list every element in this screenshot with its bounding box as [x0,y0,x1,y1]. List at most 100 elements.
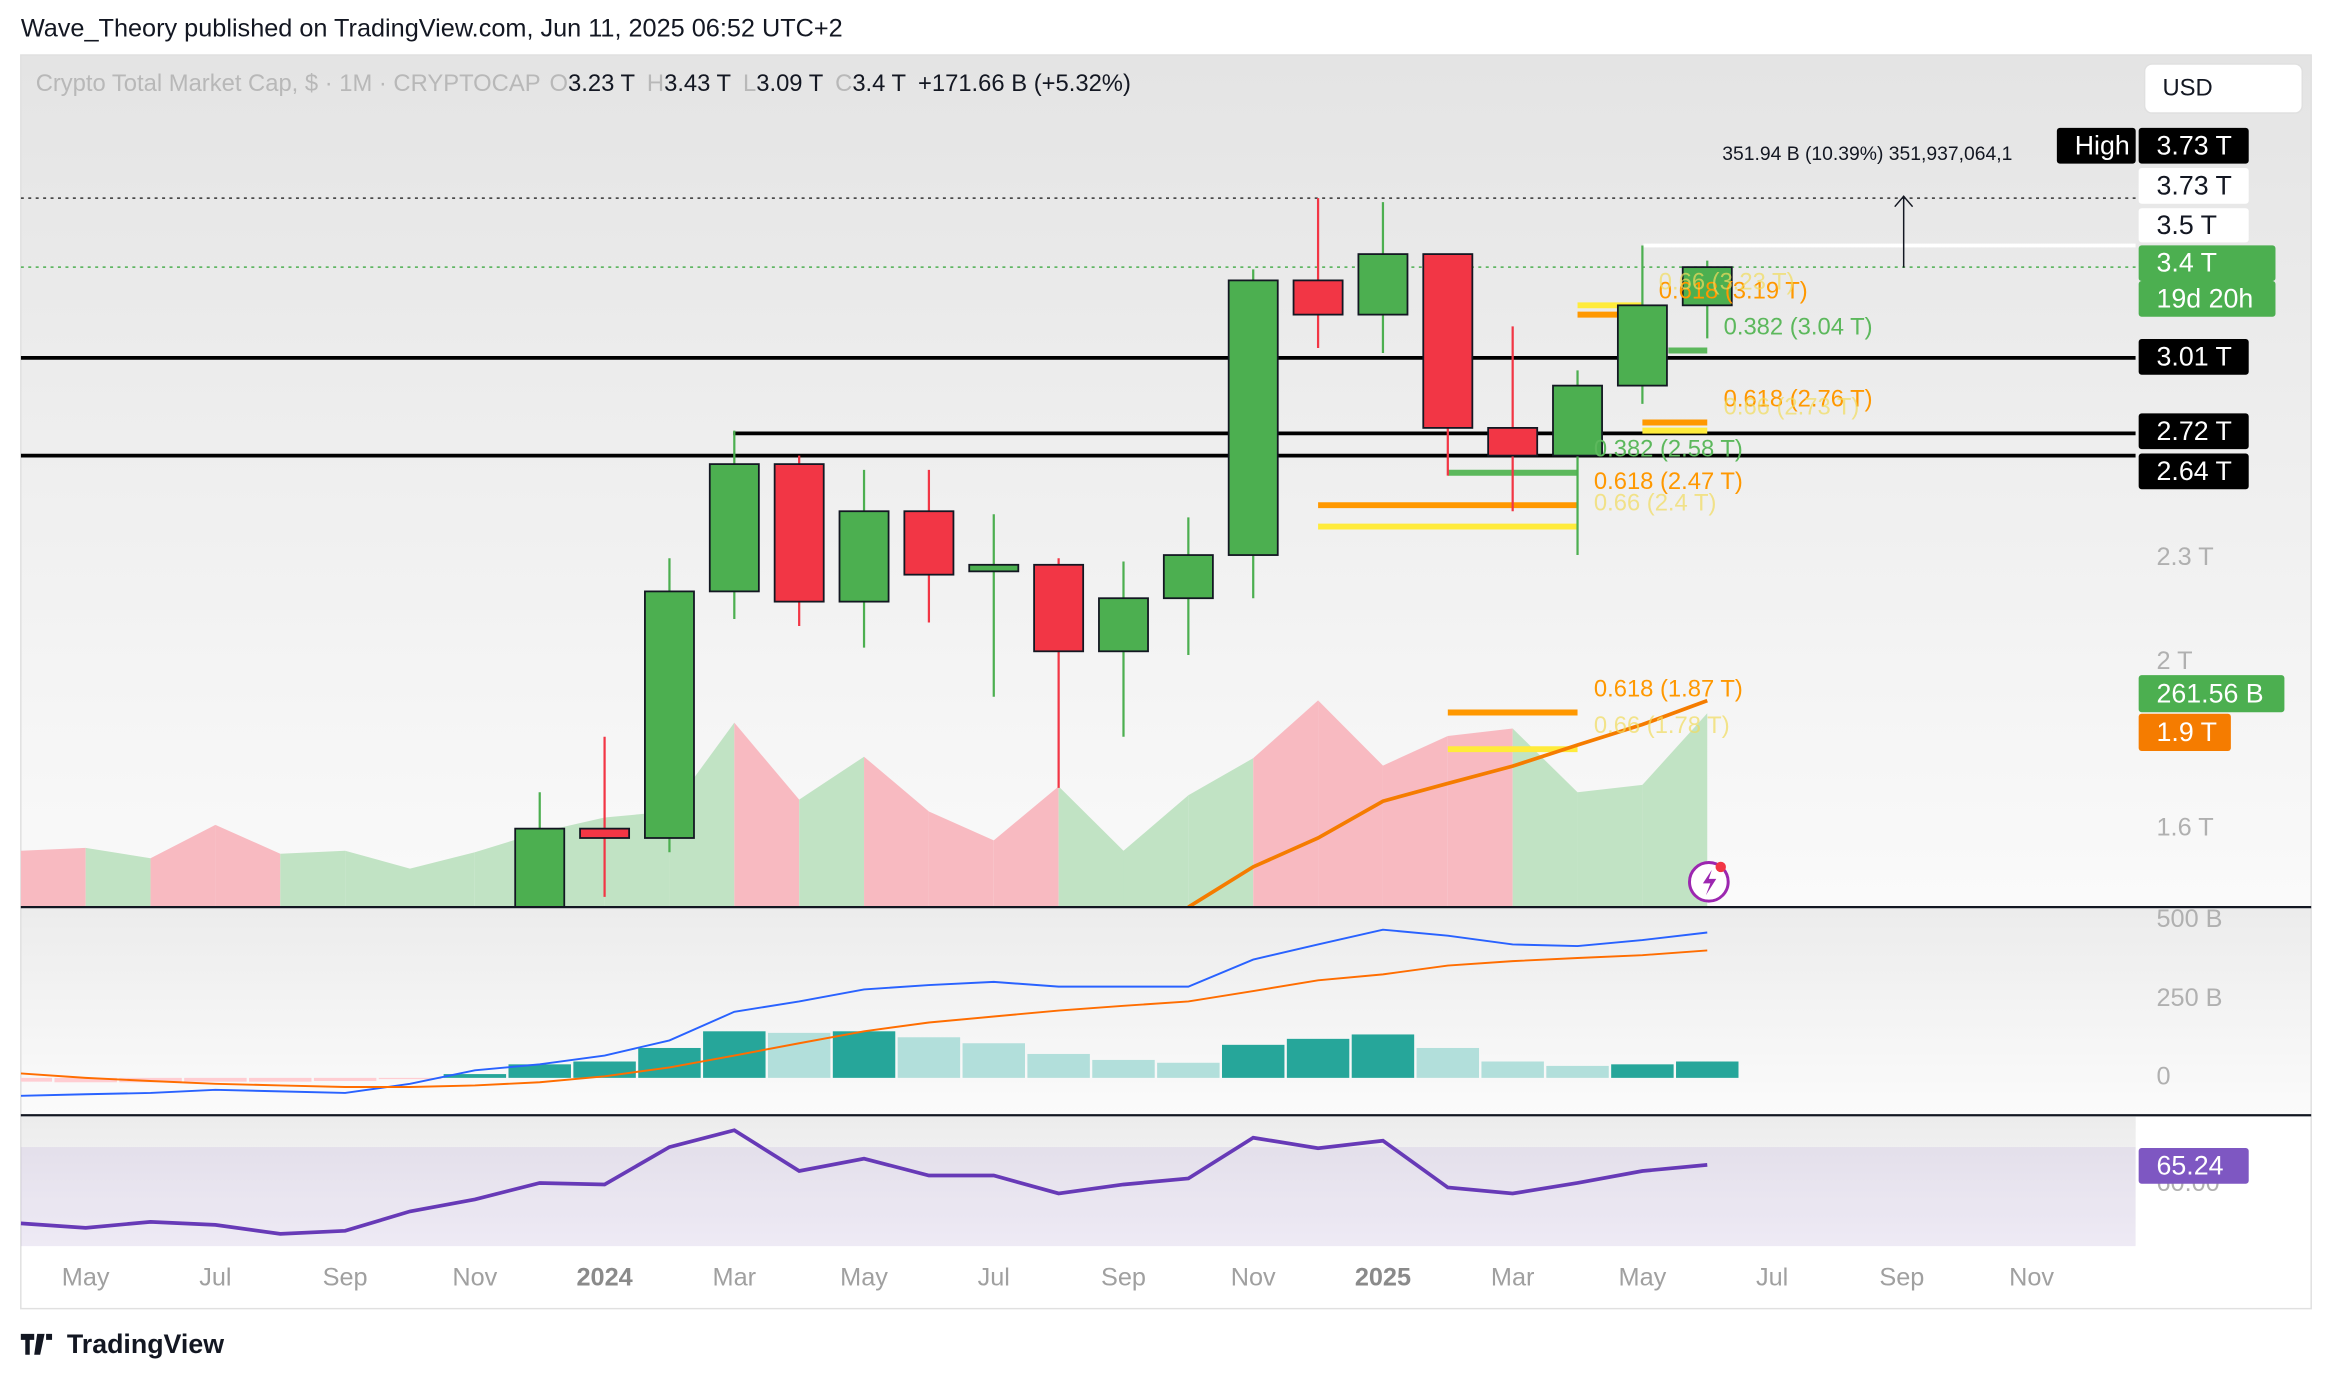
macd-histogram-bar [1157,1062,1220,1078]
candle-body [1033,563,1085,653]
x-tick-label: Jul [199,1264,231,1292]
rsi-line [20,1128,1708,1236]
volume-area [1447,728,1513,908]
price-label: 2.72 T [2157,416,2232,446]
candle-body [903,510,955,576]
price-label: 3.73 T [2157,130,2232,160]
measure-arrowhead [1894,195,1914,208]
symbol-legend: Crypto Total Market Cap, $ · 1M · CRYPTO… [36,70,1131,97]
volume-area [1253,700,1319,908]
volume-area [85,847,151,908]
candle-body [968,563,1020,573]
macd-histogram-bar [1092,1059,1155,1078]
signal-line [20,949,1708,1088]
candle-body [644,590,695,839]
legend-key: C [835,70,852,97]
price-label-box [2138,413,2249,450]
macd-plot [20,928,1739,1097]
legend-key: H [647,70,664,97]
candle-body [1422,253,1474,429]
currency[interactable]: USD [2162,75,2212,102]
fib-label: 0.66 (2.73 T) [1724,394,1860,421]
price-label-box [2138,713,2231,751]
macd-histogram-bar [1286,1038,1350,1078]
legend-change: +171.66 B (+5.32%) [918,70,1131,97]
fib-label: 0.382 (3.04 T) [1724,313,1873,340]
macd-histogram-bar [1416,1047,1480,1078]
macd-histogram-bar [508,1064,571,1078]
fib-label: 0.618 (1.87 T) [1594,675,1743,702]
volume-area [409,852,475,908]
macd-histogram-bar [832,1031,896,1078]
volume-area [1642,713,1708,908]
price-label: 3.01 T [2157,341,2232,371]
publish-info: Wave_Theory published on TradingView.com… [21,14,843,42]
candle-body [1227,279,1279,556]
legend-value: 3.23 T [568,70,635,97]
volume-area [1512,728,1578,908]
macd-line [20,928,1708,1097]
macd-histogram-bar [184,1077,247,1082]
volume-area [280,850,346,908]
candle-body [773,463,825,603]
y-tick-label: 0 [2157,1063,2171,1091]
currency-button[interactable] [2143,63,2303,114]
price-label: 3.73 T [2157,170,2232,200]
price-label-box [2138,208,2249,243]
macd-histogram-bar [962,1043,1025,1078]
candle-body [579,827,631,839]
volume-area [20,847,86,908]
macd-histogram-bar [443,1074,507,1078]
chart-frame [20,54,2312,1310]
price-label-box [2138,675,2285,713]
macd-histogram-bar [1221,1044,1285,1078]
volume-area [1188,758,1254,908]
candle-body [838,510,890,603]
candle-body [1681,266,1733,307]
volume-area [864,756,929,908]
volume-area [993,786,1059,908]
candle-body [1487,427,1539,457]
x-tick-label: Nov [2009,1264,2054,1292]
x-tick-label: Sep [1101,1264,1146,1292]
price-label-box [2056,127,2136,164]
legend-key: L [743,70,756,97]
x-tick-label: Mar [1491,1264,1535,1292]
y-tick-label: 250 B [2157,984,2223,1012]
price-label-box [2138,245,2276,282]
rsi-plot [20,1128,2136,1247]
x-tick-label: Jul [978,1264,1010,1292]
fib-label: 0.66 (1.78 T) [1594,712,1730,739]
macd-histogram-bar [54,1077,117,1083]
price-label: 1.9 T [2157,717,2217,747]
x-tick-label: 2025 [1355,1264,1411,1292]
fib-label: 0.66 (2.4 T) [1594,490,1717,517]
volume-area [1382,735,1448,908]
alert-dot [1715,861,1726,873]
macd-histogram-bar [20,1077,53,1082]
volume-area [928,811,994,908]
macd-histogram-bar [313,1077,377,1082]
volume-area [669,722,735,908]
fib-label: 0.618 (2.76 T) [1724,385,1873,412]
macd-histogram-bar [1351,1034,1415,1078]
price-label-box [2138,127,2249,164]
price-label-box [2138,168,2249,204]
macd-histogram-bar [1676,1061,1739,1078]
alert-icon-bolt [1702,869,1717,896]
candle-body [1162,554,1214,600]
price-pane [20,55,2312,908]
fib-label: 0.382 (2.58 T) [1594,436,1743,463]
fib-label: 0.66 (3.23 T) [1659,268,1795,295]
candle-body [708,463,760,593]
volume-area [1123,795,1189,908]
rsi-label-box [2138,1148,2249,1184]
candle-body [1616,304,1668,387]
volume-area [215,824,281,908]
x-tick-label: Jul [1756,1264,1788,1292]
x-tick-label: Nov [452,1264,497,1292]
price-label: 3.4 T [2157,248,2217,278]
moving-average [1187,698,1708,908]
macd-histogram-bar [897,1037,961,1078]
candle-body [514,827,566,908]
